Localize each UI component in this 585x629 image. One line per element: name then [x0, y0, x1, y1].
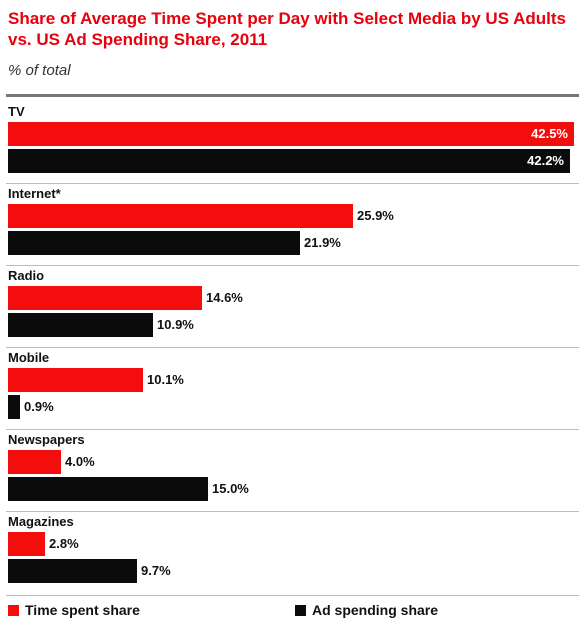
- bar-ad-spending: [8, 149, 570, 173]
- data-label: 15.0%: [212, 481, 249, 496]
- group-divider: [6, 429, 579, 430]
- bar-time-spent: [8, 122, 574, 146]
- category-label: Internet*: [8, 186, 61, 201]
- legend-item-ad-spending: Ad spending share: [295, 602, 438, 618]
- bar-ad-spending: [8, 395, 20, 419]
- data-label: 0.9%: [24, 399, 54, 414]
- data-label: 14.6%: [206, 290, 243, 305]
- legend-label-ad-spending: Ad spending share: [312, 602, 439, 618]
- chart-subtitle: % of total: [8, 62, 71, 79]
- legend-label-time-spent: Time spent share: [25, 602, 140, 618]
- data-label: 42.5%: [531, 126, 568, 141]
- bar-ad-spending: [8, 231, 300, 255]
- legend-swatch-time-spent: [8, 604, 19, 616]
- data-label: 10.1%: [147, 372, 184, 387]
- bar-time-spent: [8, 286, 202, 310]
- bar-ad-spending: [8, 559, 137, 583]
- category-label: Radio: [8, 268, 45, 283]
- category-label: Magazines: [8, 514, 74, 529]
- data-label: 9.7%: [141, 563, 171, 578]
- data-label: 2.8%: [49, 536, 79, 551]
- category-label: Newspapers: [8, 432, 85, 447]
- group-divider: [6, 183, 579, 184]
- data-label: 25.9%: [357, 208, 394, 223]
- bar-time-spent: [8, 204, 353, 228]
- bar-ad-spending: [8, 313, 153, 337]
- bar-time-spent: [8, 532, 45, 556]
- bar-ad-spending: [8, 477, 208, 501]
- data-label: 42.2%: [527, 153, 564, 168]
- header-rule: [6, 94, 579, 97]
- data-label: 21.9%: [304, 235, 341, 250]
- data-label: 10.9%: [157, 317, 194, 332]
- group-divider: [6, 347, 579, 348]
- data-label: 4.0%: [65, 454, 95, 469]
- legend-item-time-spent: Time spent share: [8, 602, 140, 618]
- group-divider: [6, 265, 579, 266]
- legend-swatch-ad-spending: [295, 604, 306, 616]
- chart-title: Share of Average Time Spent per Day with…: [8, 9, 567, 49]
- bottom-rule: [6, 595, 579, 596]
- bar-time-spent: [8, 368, 143, 392]
- category-label: Mobile: [8, 350, 50, 365]
- bar-time-spent: [8, 450, 61, 474]
- category-label: TV: [8, 104, 25, 119]
- group-divider: [6, 511, 579, 512]
